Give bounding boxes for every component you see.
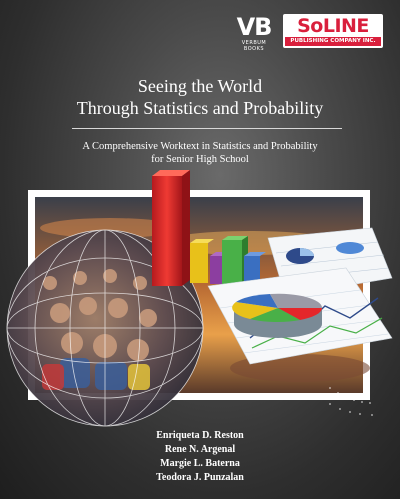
cover-illustration [6, 170, 393, 427]
verbum-books-logo: VB VERBUM BOOKS [232, 14, 276, 54]
pie-chart-graphic [232, 293, 323, 338]
soline-logo-mark: SoLINE [297, 15, 369, 37]
author-name: Teodora J. Punzalan [156, 472, 244, 483]
bar-chart-graphic [152, 170, 266, 286]
title-line-2: Through Statistics and Probability [76, 98, 324, 118]
dot-pattern-graphic [319, 387, 373, 416]
soline-logo: SoLINE PUBLISHING COMPANY INC. [283, 14, 383, 48]
author-name: Rene N. Argenal [164, 444, 236, 455]
author-name: Margie L. Baterna [160, 458, 240, 469]
vb-logo-caption: VERBUM BOOKS [241, 40, 267, 52]
title-line-1: Seeing the World [137, 76, 263, 96]
author-name: Enriqueta D. Reston [156, 430, 244, 441]
subtitle-line-1: A Comprehensive Worktext in Statistics a… [82, 141, 318, 152]
soline-logo-caption: PUBLISHING COMPANY INC. [285, 37, 381, 46]
vb-logo-mark: VB [236, 13, 273, 41]
subtitle-line-2: for Senior High School [151, 154, 249, 165]
title-divider [72, 128, 342, 129]
